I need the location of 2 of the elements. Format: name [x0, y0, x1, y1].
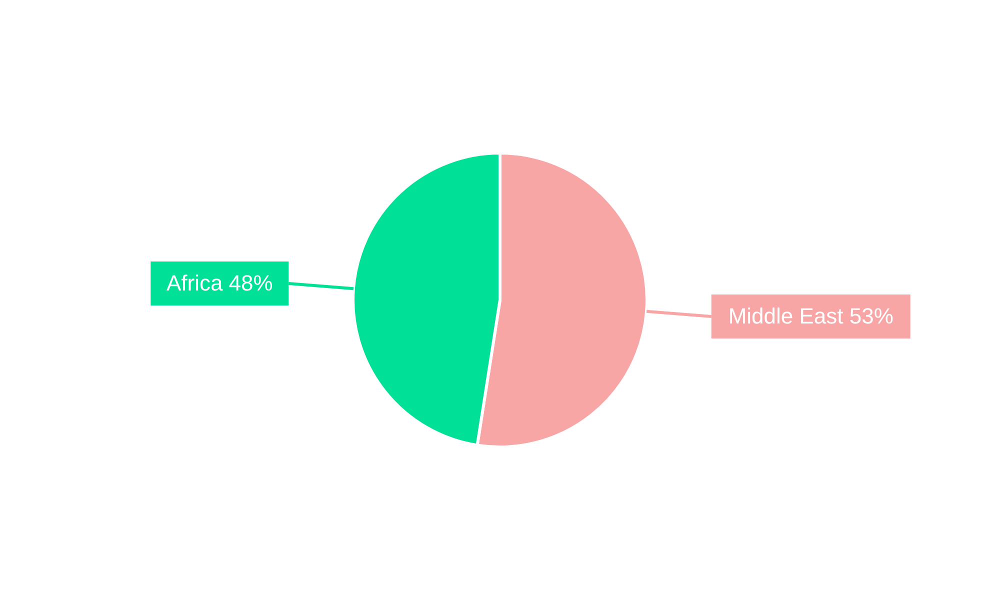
slice-label: Africa 48%: [166, 270, 273, 296]
slice-label: Middle East 53%: [728, 303, 894, 328]
